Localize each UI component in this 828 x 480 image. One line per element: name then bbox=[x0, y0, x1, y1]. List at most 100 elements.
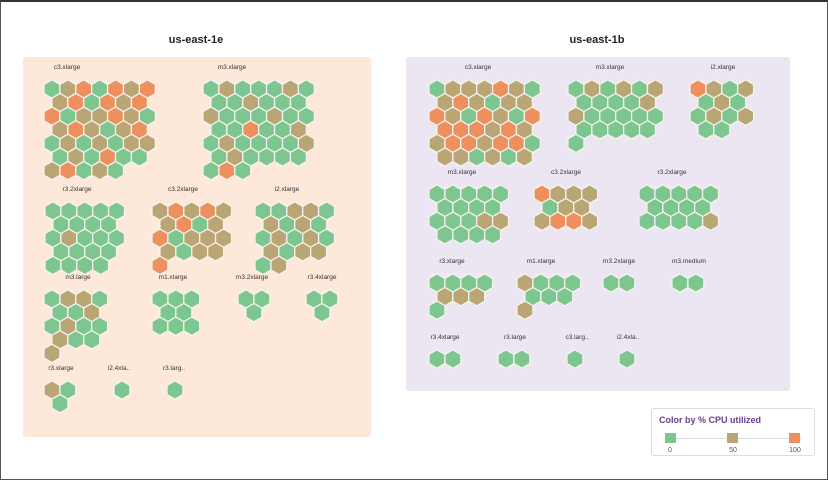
group-label-1-5: r3.2xlarge bbox=[657, 169, 687, 176]
group-label-0-6: m1.xlarge bbox=[158, 274, 188, 281]
hex-tile-0-4-18 bbox=[254, 255, 272, 276]
group-label-1-0: c3.xlarge bbox=[464, 64, 492, 71]
group-label-1-11: r3.large bbox=[503, 334, 527, 341]
hex-tile-1-1-21 bbox=[638, 119, 657, 140]
hex-tile-0-2-18 bbox=[44, 255, 62, 276]
group-label-1-6: r3.xlarge bbox=[439, 258, 465, 265]
hex-tile-1-2-11 bbox=[697, 119, 715, 140]
group-label-0-11: r3.larg.. bbox=[162, 365, 186, 372]
hex-tile-0-0-39 bbox=[43, 160, 61, 181]
hex-tile-1-0-37 bbox=[499, 147, 518, 167]
hex-tile-1-3-15 bbox=[452, 224, 470, 245]
hex-tile-0-4-16 bbox=[294, 241, 312, 262]
hex-tile-1-2-12 bbox=[713, 119, 731, 140]
hex-tile-0-1-36 bbox=[257, 147, 276, 167]
hex-tile-0-7-2 bbox=[245, 302, 263, 323]
legend-tick-0: 0 bbox=[668, 447, 672, 454]
hex-tile-0-4-17 bbox=[309, 241, 328, 262]
hex-tile-1-4-7 bbox=[533, 211, 551, 232]
group-label-1-13: i2.4xla.. bbox=[616, 334, 640, 341]
hex-tile-1-2-10 bbox=[737, 106, 755, 127]
hex-tile-0-0-38 bbox=[130, 147, 149, 167]
hex-tile-0-2-20 bbox=[76, 255, 94, 276]
hex-tile-1-7-5 bbox=[540, 286, 558, 307]
hex-tile-0-5-12 bbox=[67, 329, 85, 350]
group-label-0-8: r3.4xlarge bbox=[307, 274, 337, 281]
zone-title-us-east-1b: us-east-1b bbox=[569, 34, 625, 46]
group-label-1-3: m3.xlarge bbox=[447, 169, 477, 176]
group-label-1-9: m3.medium bbox=[672, 258, 706, 265]
group-label-1-8: m3.2xlarge bbox=[602, 258, 636, 265]
hex-tile-1-7-6 bbox=[556, 286, 574, 307]
hex-tile-1-3-17 bbox=[483, 224, 502, 245]
hex-tile-0-0-40 bbox=[59, 160, 77, 181]
group-label-0-2: r3.2xlarge bbox=[62, 186, 92, 193]
hex-tile-1-4-10 bbox=[581, 211, 599, 232]
hex-tile-0-5-14 bbox=[43, 343, 61, 364]
hex-tile-0-11-0 bbox=[166, 380, 184, 400]
group-label-0-10: i2.4xla.. bbox=[107, 365, 131, 372]
hex-tile-1-9-1 bbox=[687, 273, 705, 293]
hex-tile-0-5-13 bbox=[83, 329, 101, 350]
hex-tile-1-3-14 bbox=[436, 224, 454, 245]
hex-tile-1-1-19 bbox=[607, 119, 625, 140]
hex-tile-1-5-11 bbox=[670, 211, 688, 232]
hex-tile-1-13-0 bbox=[618, 349, 636, 369]
hex-tile-1-5-10 bbox=[654, 211, 672, 232]
group-label-1-4: c3.2xlarge bbox=[551, 169, 581, 176]
hex-tile-1-6-6 bbox=[468, 286, 486, 307]
hex-tile-0-3-18 bbox=[151, 255, 169, 276]
color-legend: Color by % CPU utilized 0 50 100 bbox=[651, 408, 815, 456]
hex-tile-1-0-35 bbox=[468, 147, 486, 167]
hex-tile-0-0-41 bbox=[75, 160, 93, 181]
group-label-0-9: r3.xlarge bbox=[48, 365, 74, 372]
hex-tile-1-1-18 bbox=[591, 119, 609, 140]
hex-tile-1-5-9 bbox=[638, 211, 656, 232]
hex-tile-1-4-9 bbox=[565, 211, 583, 232]
group-label-1-12: c3.larg.. bbox=[565, 334, 589, 341]
group-label-1-2: i2.xlarge bbox=[710, 64, 736, 71]
hex-tile-1-6-5 bbox=[452, 286, 470, 307]
hex-tile-0-1-41 bbox=[234, 160, 252, 181]
legend-swatch-high bbox=[789, 433, 800, 443]
hex-tile-1-5-12 bbox=[686, 211, 704, 232]
legend-swatch-low bbox=[665, 433, 676, 443]
group-label-1-1: m3.xlarge bbox=[595, 64, 625, 71]
legend-title: Color by % CPU utilized bbox=[659, 415, 762, 425]
hex-tile-1-12-0 bbox=[566, 349, 584, 369]
legend-swatch-mid bbox=[727, 433, 738, 443]
hex-tile-0-0-42 bbox=[91, 160, 109, 181]
hex-tile-1-6-7 bbox=[428, 300, 446, 321]
legend-tick-50: 50 bbox=[729, 447, 737, 454]
group-label-0-1: m3.xlarge bbox=[217, 64, 247, 71]
hex-tile-0-6-5 bbox=[151, 316, 169, 337]
legend-tick-100: 100 bbox=[789, 447, 801, 454]
group-label-0-0: c3.xlarge bbox=[53, 64, 81, 71]
hex-tile-1-4-8 bbox=[549, 211, 567, 232]
hex-tile-1-10-0 bbox=[428, 349, 446, 369]
hex-tile-1-0-36 bbox=[483, 147, 502, 167]
hex-tile-0-1-37 bbox=[273, 147, 292, 167]
hex-tile-0-1-38 bbox=[289, 147, 308, 167]
hex-tile-0-2-21 bbox=[92, 255, 110, 276]
hex-tile-0-0-43 bbox=[106, 160, 125, 181]
group-label-0-3: c3.2xlarge bbox=[168, 186, 198, 193]
hex-tile-1-7-7 bbox=[516, 300, 534, 321]
hex-tile-1-1-22 bbox=[567, 133, 585, 154]
hex-tile-0-3-16 bbox=[191, 241, 209, 262]
hex-tile-1-1-20 bbox=[622, 119, 641, 140]
hex-tile-0-6-6 bbox=[167, 316, 185, 337]
hex-tile-1-0-34 bbox=[452, 147, 470, 167]
hex-tile-0-9-2 bbox=[51, 393, 69, 414]
hex-tile-0-1-40 bbox=[218, 160, 236, 181]
hex-tile-1-11-0 bbox=[497, 349, 515, 369]
hex-tile-1-5-13 bbox=[701, 211, 720, 232]
hex-tile-0-3-15 bbox=[175, 241, 193, 262]
hex-tile-1-8-0 bbox=[602, 273, 620, 293]
hex-tile-1-0-38 bbox=[515, 147, 534, 167]
group-label-0-7: m3.2xlarge bbox=[235, 274, 269, 281]
hex-tile-0-3-17 bbox=[206, 241, 225, 262]
hex-tile-0-8-2 bbox=[313, 302, 331, 323]
hex-tile-1-10-1 bbox=[444, 349, 462, 369]
hex-tile-1-8-1 bbox=[618, 273, 636, 293]
